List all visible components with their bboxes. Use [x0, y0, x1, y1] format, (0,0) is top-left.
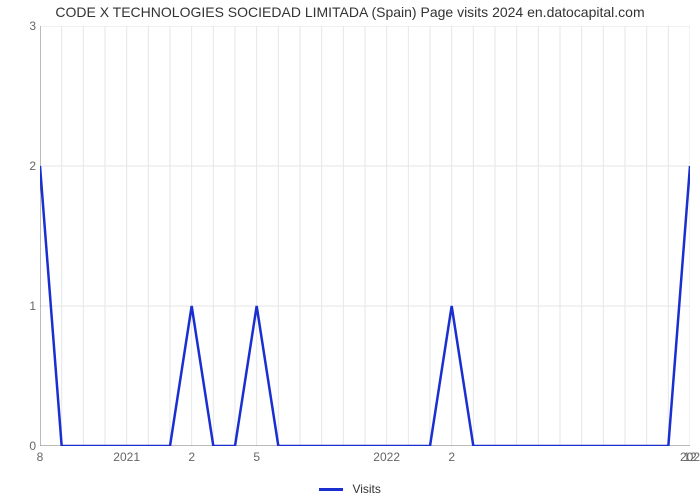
chart-container: CODE X TECHNOLOGIES SOCIEDAD LIMITADA (S…	[0, 0, 700, 500]
x-tick-label: 8	[37, 450, 44, 464]
x-tick-label: 2	[188, 450, 195, 464]
y-tick-label: 0	[18, 439, 36, 453]
line-chart-svg	[40, 26, 690, 446]
legend: Visits	[0, 482, 700, 496]
x-tick-label: 202	[680, 450, 700, 464]
plot-area: 0123 82021252022212202	[40, 26, 690, 446]
x-tick-label: 5	[253, 450, 260, 464]
x-tick-label: 2022	[373, 450, 400, 464]
legend-label: Visits	[352, 482, 380, 496]
chart-title: CODE X TECHNOLOGIES SOCIEDAD LIMITADA (S…	[0, 4, 700, 20]
y-tick-label: 2	[18, 159, 36, 173]
y-tick-label: 1	[18, 299, 36, 313]
y-tick-label: 3	[18, 19, 36, 33]
x-tick-label: 2021	[113, 450, 140, 464]
legend-swatch	[319, 488, 343, 491]
x-tick-label: 2	[448, 450, 455, 464]
